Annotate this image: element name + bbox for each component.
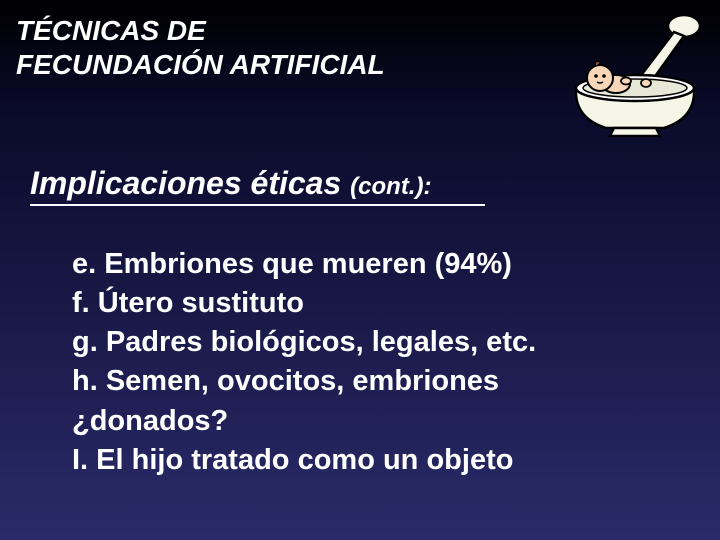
list-item-i: I. El hijo tratado como un objeto xyxy=(72,441,662,480)
baby-mortar-clipart xyxy=(556,10,706,140)
list-item-f: f. Útero sustituto xyxy=(72,284,662,323)
bullet-list: e. Embriones que mueren (94%) f. Útero s… xyxy=(72,245,662,480)
subtitle-cont: (cont.): xyxy=(350,173,431,200)
list-item-h-2: ¿donados? xyxy=(72,402,662,441)
slide-subtitle: Implicaciones éticas (cont.): xyxy=(30,165,431,202)
subtitle-underline xyxy=(30,204,485,206)
header-line-1: TÉCNICAS DE xyxy=(16,14,385,48)
header-line-2: FECUNDACIÓN ARTIFICIAL xyxy=(16,48,385,82)
list-item-h: h. Semen, ovocitos, embriones xyxy=(72,362,662,401)
slide-header: TÉCNICAS DE FECUNDACIÓN ARTIFICIAL xyxy=(16,14,385,81)
list-item-g: g. Padres biológicos, legales, etc. xyxy=(72,323,662,362)
list-item-e: e. Embriones que mueren (94%) xyxy=(72,245,662,284)
subtitle-main: Implicaciones éticas xyxy=(30,165,341,201)
